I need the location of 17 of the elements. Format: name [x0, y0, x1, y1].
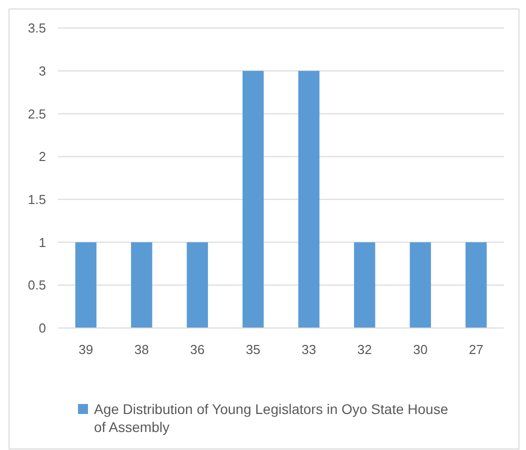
x-tick-label: 36 [190, 342, 205, 357]
y-tick-label: 1.5 [28, 192, 46, 207]
y-tick-label: 3 [38, 63, 46, 78]
y-tick-label: 1 [38, 234, 46, 250]
x-tick-label: 39 [78, 342, 94, 357]
y-tick-label: 0 [38, 320, 46, 336]
y-tick-label: 2.5 [28, 106, 46, 122]
x-tick-label: 38 [134, 342, 149, 357]
x-tick-label: 35 [246, 342, 260, 357]
legend-label: Age Distribution of Young Legislators in Oyo State House of Assembly [94, 401, 448, 435]
y-tick-label: 2 [38, 149, 46, 164]
x-tick-label: 33 [302, 342, 316, 357]
x-tick-label: 30 [413, 342, 428, 357]
y-tick-label: 3.5 [28, 20, 46, 36]
x-tick-label: 27 [468, 342, 484, 357]
y-tick-label: 0.5 [28, 278, 46, 293]
x-tick-label: 32 [357, 342, 372, 357]
